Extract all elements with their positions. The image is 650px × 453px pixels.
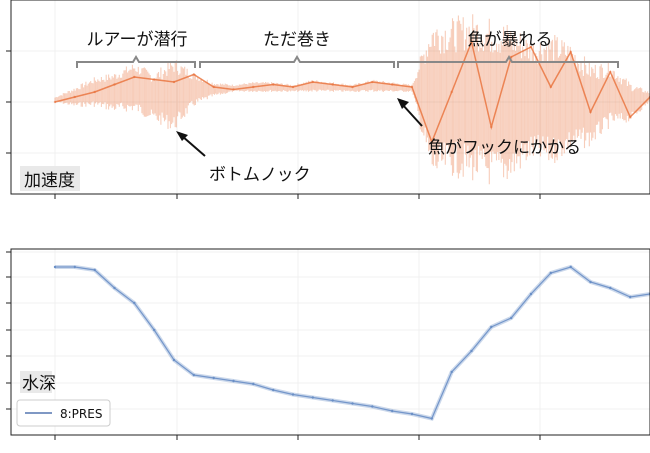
acc-point	[53, 100, 57, 104]
bracket-struggle	[397, 55, 619, 68]
acceleration-line	[53, 39, 650, 145]
acc-point	[510, 55, 513, 59]
acc-point	[73, 95, 77, 99]
depth-point	[490, 325, 493, 329]
legend: 8:PRES	[16, 399, 111, 427]
acc-point	[93, 90, 96, 94]
acc-point	[589, 110, 592, 114]
depth-plot-frame	[10, 248, 650, 436]
depth-point	[410, 412, 414, 416]
acc-point	[133, 75, 136, 79]
acc-point	[450, 90, 453, 94]
acc-point	[609, 70, 612, 74]
acceleration-plot-frame	[10, 0, 650, 195]
acc-point	[470, 40, 473, 44]
depth-grid	[11, 249, 650, 435]
acc-point	[172, 80, 176, 84]
acc-point	[490, 125, 493, 129]
depth-point	[252, 382, 255, 386]
arrow-label-hook: 魚がフックにかかる	[428, 138, 581, 158]
arrow-hook	[397, 98, 423, 127]
acceleration-panel: ルアーが潜行 ただ巻き 魚が暴れる ボトムノック 魚がフックにかかる 加速度	[6, 0, 650, 199]
bracket-submerge	[76, 55, 196, 68]
depth-point	[351, 402, 354, 405]
depth-ticks	[6, 251, 541, 440]
depth-point	[93, 268, 96, 272]
acc-point	[351, 85, 354, 89]
depth-point	[291, 393, 295, 396]
depth-point	[629, 295, 632, 299]
acc-point	[113, 83, 116, 86]
depth-series-halo	[55, 264, 650, 421]
acc-point	[430, 140, 433, 144]
acc-point	[272, 83, 275, 86]
acc-point	[410, 85, 414, 89]
depth-panel: 水深 8:PRES	[6, 248, 650, 440]
arrow-bottom-knock	[176, 131, 206, 157]
acc-point	[569, 50, 572, 54]
segment-brackets	[76, 55, 619, 68]
depth-point	[549, 271, 552, 275]
depth-point	[172, 358, 176, 362]
acc-point	[192, 73, 195, 76]
depth-point	[311, 396, 314, 399]
depth-point	[192, 373, 195, 377]
segment-label-submerge: ルアーが潜行	[87, 30, 188, 50]
depth-line	[53, 264, 650, 421]
acc-point	[232, 88, 235, 91]
acc-point	[311, 80, 314, 84]
acc-point	[549, 85, 552, 89]
depth-point	[331, 399, 334, 402]
depth-point	[589, 280, 592, 284]
acc-point	[529, 45, 533, 49]
depth-point	[609, 286, 612, 290]
segment-label-retrieve: ただ巻き	[263, 30, 331, 50]
legend-label: 8:PRES	[60, 407, 102, 421]
acc-point	[391, 83, 394, 86]
depth-series-line	[55, 266, 650, 420]
depth-point	[153, 328, 156, 332]
acc-point	[153, 78, 156, 81]
acceleration-ticks	[6, 50, 541, 199]
depth-point	[569, 265, 572, 269]
depth-point	[430, 417, 433, 420]
acc-point	[331, 83, 334, 86]
panel-label-acceleration: 加速度	[24, 171, 75, 191]
legend-box	[16, 399, 111, 427]
acc-point	[629, 115, 632, 119]
depth-point	[272, 388, 275, 392]
acc-point	[291, 85, 295, 89]
acc-point	[371, 80, 374, 84]
panel-label-depth: 水深	[22, 374, 56, 394]
depth-point	[470, 349, 473, 353]
panel-label-box-depth	[20, 371, 52, 393]
depth-point	[113, 286, 116, 290]
depth-point	[232, 379, 235, 383]
depth-point	[73, 265, 77, 269]
depth-point	[510, 316, 513, 320]
depth-point	[450, 370, 453, 374]
depth-point	[53, 265, 57, 269]
arrow-label-bottom-knock: ボトムノック	[209, 165, 311, 185]
segment-label-struggle: 魚が暴れる	[468, 30, 553, 50]
bracket-retrieve	[199, 55, 395, 68]
acc-point	[252, 85, 255, 89]
depth-point	[391, 409, 394, 413]
depth-point	[529, 292, 533, 296]
panel-label-box-acceleration	[20, 166, 80, 191]
depth-point	[371, 405, 374, 408]
acc-point	[212, 85, 215, 89]
acceleration-grid	[11, 0, 650, 194]
depth-point	[133, 301, 136, 305]
depth-point	[212, 376, 215, 380]
